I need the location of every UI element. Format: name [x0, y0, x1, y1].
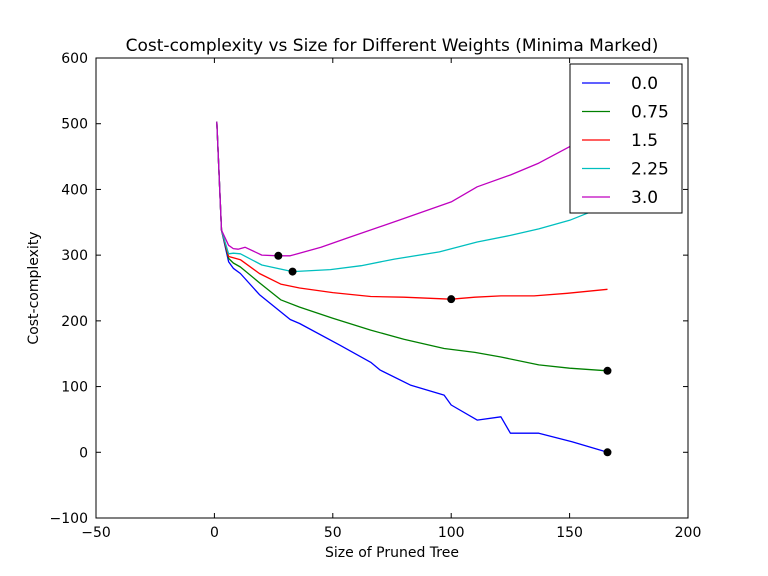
x-tick-label: 150: [556, 525, 583, 541]
series-layer: [216, 121, 608, 453]
x-tick-label: −50: [81, 525, 111, 541]
x-axis-label: Size of Pruned Tree: [325, 545, 459, 561]
series-line-1-5: [216, 121, 608, 300]
chart-title: Cost-complexity vs Size for Different We…: [126, 36, 659, 56]
x-tick-label: 0: [210, 525, 219, 541]
legend-label: 0.75: [631, 103, 669, 123]
y-tick-label: 300: [61, 248, 88, 264]
y-tick-label: 100: [61, 380, 88, 396]
y-tick-label: 0: [79, 445, 88, 461]
legend-label: 1.5: [631, 131, 658, 151]
y-tick-label: 600: [61, 51, 88, 67]
minimum-marker-2-25: [288, 267, 297, 276]
y-tick-label: 400: [61, 182, 88, 198]
x-tick-label: 50: [324, 525, 342, 541]
minimum-marker-1-5: [447, 295, 456, 304]
x-tick-label: 200: [675, 525, 702, 541]
series-line-2-25: [216, 121, 608, 273]
legend-box: [569, 63, 683, 214]
x-tick-label: 100: [438, 525, 465, 541]
minima-markers: [274, 251, 612, 457]
series-line-3-0: [216, 121, 608, 257]
minimum-marker-0-75: [603, 366, 612, 375]
legend: 0.0 0.75 1.5 2.25 3.0: [569, 63, 683, 214]
y-tick-label: −100: [50, 511, 88, 527]
series-line-0-75: [216, 121, 608, 372]
legend-label: 3.0: [631, 188, 658, 208]
y-axis-label: Cost-complexity: [26, 231, 42, 344]
axis-ticks: −50 0 50 100 150 200 −100 0 100 200 300 400 500 600: [50, 51, 702, 541]
plot-frame: [95, 57, 689, 519]
minimum-marker-3-0: [274, 251, 283, 260]
y-tick-label: 500: [61, 117, 88, 133]
series-line-0-0: [216, 121, 608, 453]
minimum-marker-0-0: [603, 448, 612, 457]
legend-label: 0.0: [631, 74, 658, 94]
y-tick-label: 200: [61, 314, 88, 330]
legend-label: 2.25: [631, 160, 669, 180]
